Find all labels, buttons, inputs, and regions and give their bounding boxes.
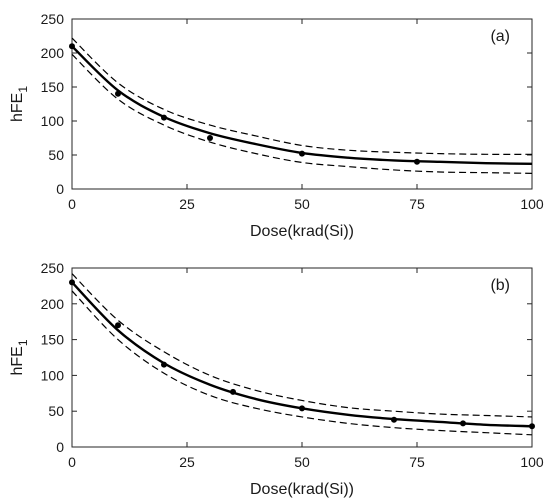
y-axis-label-text: hFE: [9, 93, 26, 122]
data-point: [69, 279, 75, 286]
y-tick-label: 250: [41, 260, 65, 276]
x-tick-label: 50: [294, 196, 310, 212]
y-tick-label: 0: [56, 181, 64, 197]
plot-area: [71, 267, 533, 448]
data-point: [414, 158, 420, 165]
x-tick-label: 25: [179, 454, 195, 470]
panel-label: (b): [490, 277, 510, 294]
data-point: [207, 135, 213, 141]
confidence-bound-curve: [71, 53, 533, 174]
confidence-bound-curve: [71, 273, 533, 418]
x-axis-label: Dose(krad(Si)): [250, 481, 354, 498]
y-tick-label: 250: [41, 11, 65, 27]
x-tick-label: 0: [68, 454, 76, 470]
x-tick-label: 25: [179, 196, 195, 212]
y-tick-label: 50: [48, 403, 64, 419]
y-tick-label: 0: [56, 439, 64, 455]
data-point: [161, 361, 167, 368]
y-axis-label: hFE1: [9, 339, 30, 375]
y-tick-label: 50: [48, 147, 64, 163]
data-point: [299, 150, 305, 157]
y-axis-label: hFE1: [9, 86, 30, 122]
data-point: [391, 416, 397, 423]
x-tick-label: 0: [68, 196, 76, 212]
data-point: [299, 405, 305, 412]
chart-panel: 0 25 50 75 100 0 50 100 150 200 250 (a) Dose(krad(Si…: [9, 11, 544, 240]
data-point: [69, 43, 75, 50]
plot-area: [71, 18, 533, 190]
data-point: [460, 420, 466, 427]
y-tick-label: 100: [41, 367, 65, 383]
x-tick-label: 100: [520, 454, 544, 470]
y-tick-label: 200: [41, 45, 65, 61]
y-tick-label: 150: [41, 332, 65, 348]
data-point: [115, 322, 121, 329]
data-point: [230, 388, 236, 395]
confidence-bound-curve: [71, 37, 533, 155]
y-axis-label-text: hFE: [9, 346, 26, 375]
panel-label: (a): [490, 28, 510, 45]
x-tick-label: 75: [409, 196, 425, 212]
y-tick-label: 200: [41, 296, 65, 312]
x-axis-label: Dose(krad(Si)): [250, 223, 354, 240]
data-point: [529, 423, 535, 430]
data-point: [115, 90, 121, 97]
y-axis-label-subscript: 1: [16, 339, 30, 346]
x-tick-label: 50: [294, 454, 310, 470]
chart-panel: 0 25 50 75 100 0 50 100 150 200 250 (b) Dose(krad(Si…: [9, 260, 544, 498]
confidence-bound-curve: [71, 290, 533, 436]
data-point: [161, 114, 167, 121]
y-axis-label-subscript: 1: [16, 86, 30, 93]
x-tick-label: 75: [409, 454, 425, 470]
y-tick-label: 100: [41, 113, 65, 129]
y-tick-label: 150: [41, 79, 65, 95]
x-tick-label: 100: [520, 196, 544, 212]
